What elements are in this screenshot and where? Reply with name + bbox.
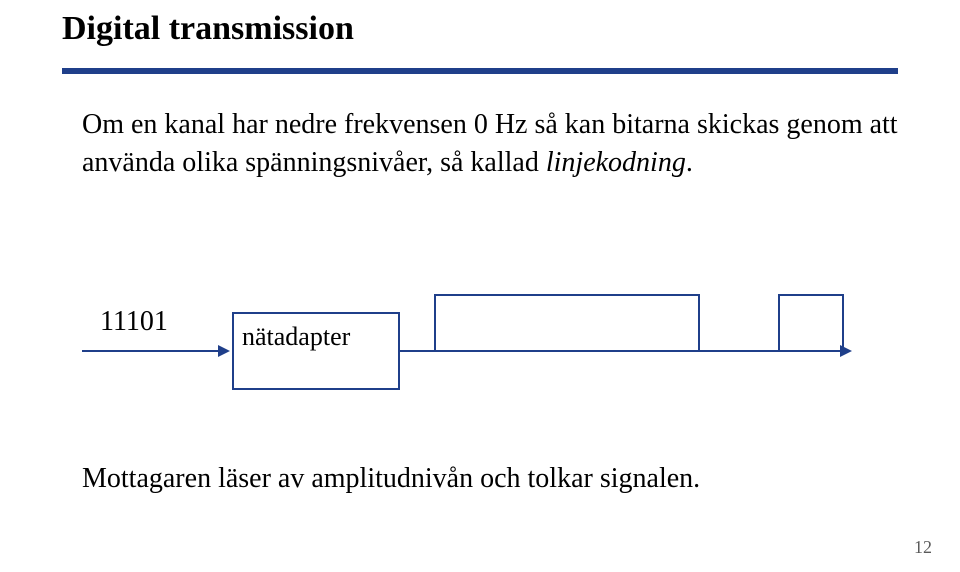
waveform-high-segment [610,294,698,296]
slide: Digital transmission Om en kanal har ned… [0,0,960,572]
bitstring-label: 11101 [100,306,168,338]
intro-paragraph: Om en kanal har nedre frekvensen 0 Hz så… [82,106,900,182]
page-number: 12 [914,537,932,558]
arrow-out-line [400,350,840,352]
netadapter-label: nätadapter [242,322,350,352]
outro-paragraph: Mottagaren läser av amplitudnivån och to… [82,460,900,498]
slide-title: Digital transmission [62,10,354,48]
diagram: 11101 nätadapter [82,280,862,420]
waveform-edge [434,294,436,350]
waveform-high-segment [522,294,610,296]
waveform-edge [698,294,700,350]
waveform-high-segment [778,294,842,296]
intro-text-pre: Om en kanal har nedre frekvensen 0 Hz så… [82,109,898,178]
waveform-edge [778,294,780,350]
waveform-high-segment [434,294,522,296]
title-underline [62,68,898,74]
intro-text-post: . [686,147,693,178]
waveform-edge [842,294,844,350]
intro-italic-word: linjekodning [546,147,686,178]
arrow-in-head-icon [218,345,230,357]
arrow-in-line [82,350,218,352]
